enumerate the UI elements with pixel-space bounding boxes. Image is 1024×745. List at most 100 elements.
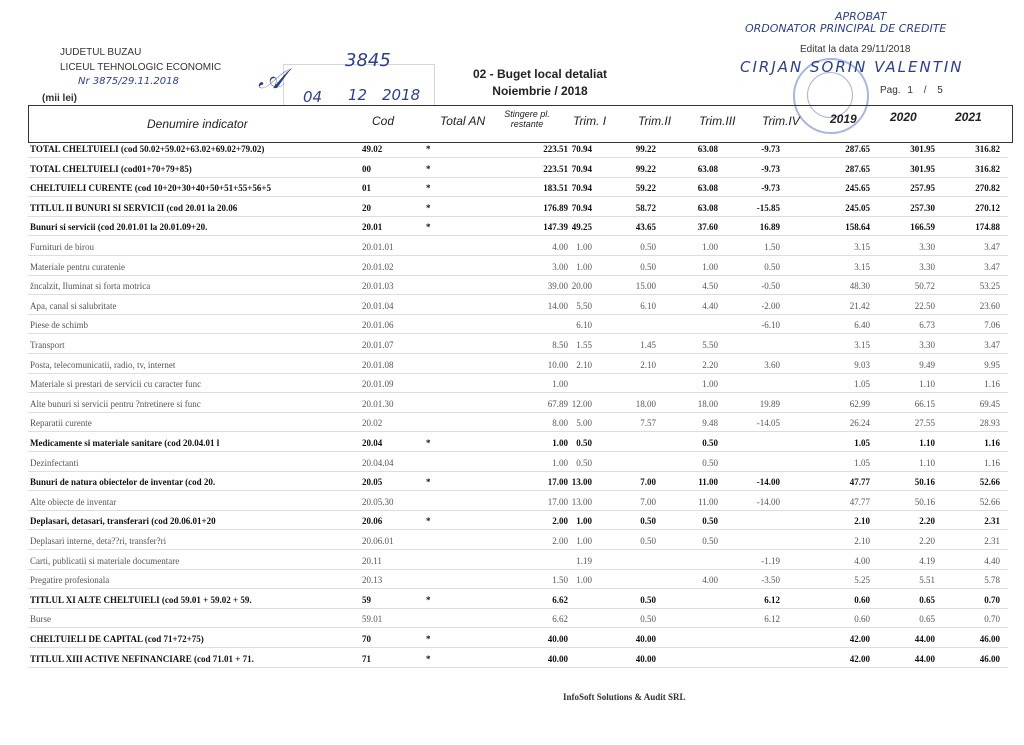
cell-y2019: 4.00 [854, 555, 870, 566]
cell-y2021: 270.82 [975, 183, 1000, 194]
row-divider [28, 313, 1008, 315]
cell-trim2: 99.22 [635, 144, 656, 154]
table-row: Reparatii curente 20.02 8.00 5.00 7.57 9.48 -1… [28, 414, 1008, 434]
cell-total-an: 1.00 [552, 438, 568, 448]
cell-y2020: 257.95 [910, 183, 935, 194]
cell-total-an: 17.00 [547, 496, 568, 507]
table-row: Furnituri de birou 20.01.01 4.00 1.00 0.50 1.… [28, 238, 1008, 258]
cell-cod: 71 [362, 653, 371, 664]
cell-trim3: 9.48 [702, 418, 718, 429]
cell-trim1: 1.55 [576, 340, 592, 350]
cell-trim2: 0.50 [640, 614, 656, 625]
table-row: Piese de schimb 20.01.06 6.10 -6.10 6.40 6.73… [28, 316, 1008, 336]
cell-cod: 20.04.04 [362, 457, 394, 468]
cell-indicator-name: Bunuri de natura obiectelor de inventar … [30, 477, 216, 488]
cell-marker: * [426, 477, 431, 488]
cell-trim4: -9.73 [761, 163, 780, 174]
cell-trim4: -2.00 [761, 300, 780, 311]
cell-trim2: 7.00 [640, 477, 656, 488]
cell-total-an: 14.00 [547, 300, 568, 311]
cell-y2020: 50.16 [914, 496, 935, 507]
period-label: Noiembrie / 2018 [492, 84, 588, 98]
col-header-2019: 2019 [830, 112, 857, 126]
cell-y2021: 9.95 [984, 359, 1000, 370]
cell-trim2: 0.50 [640, 516, 656, 527]
cell-trim4: 16.89 [759, 222, 780, 233]
cell-cod: 59 [362, 594, 371, 605]
cell-y2020: 301.95 [910, 163, 935, 174]
cell-y2020: 66.15 [914, 398, 935, 409]
cell-total-an: 1.00 [552, 457, 568, 468]
cell-trim3: 1.00 [702, 379, 718, 390]
cell-indicator-name: Furnituri de birou [30, 242, 94, 252]
cell-trim3: 2.20 [702, 359, 718, 370]
cell-y2019: 3.15 [854, 261, 870, 272]
cell-trim4: -14.05 [756, 418, 780, 429]
cell-trim1: 0.50 [576, 457, 592, 468]
cell-indicator-name: Alte obiecte de inventar [30, 496, 117, 507]
cell-total-an: 3.00 [552, 261, 568, 272]
cell-indicator-name: Piese de schimb [30, 320, 88, 331]
handwritten-year: 2018 [382, 86, 421, 104]
cell-trim3: 0.50 [702, 438, 718, 448]
cell-y2020: 2.20 [919, 536, 935, 546]
cell-y2019: 287.65 [845, 163, 870, 174]
cell-total-an: 17.00 [547, 477, 568, 488]
cell-y2020: 6.73 [919, 320, 935, 331]
col-header-trim3: Trim.III [699, 114, 736, 128]
cell-trim1: 5.50 [576, 300, 592, 311]
cell-trim4: -14.00 [756, 477, 780, 488]
row-divider [28, 568, 1008, 570]
cell-trim4: 1.50 [764, 242, 780, 252]
page-separator: / [923, 85, 927, 96]
cell-trim2: 0.50 [640, 261, 656, 272]
table-row: Deplasari interne, deta??ri, transfer?ri… [28, 532, 1008, 552]
cell-y2021: 53.25 [979, 281, 1000, 292]
cell-trim1: 5.00 [576, 418, 592, 429]
cell-indicator-name: Posta, telecomunicatii, radio, tv, inter… [30, 359, 176, 370]
cell-trim2: 7.00 [640, 496, 656, 507]
col-header-trim4: Trim.IV [762, 114, 800, 128]
cell-y2021: 270.12 [975, 202, 1000, 213]
row-divider [28, 372, 1008, 374]
cell-total-an: 39.00 [547, 281, 568, 292]
cell-indicator-name: TITLUL XI ALTE CHELTUIELI (cod 59.01 + 5… [30, 594, 252, 605]
cell-indicator-name: TOTAL CHELTUIELI (cod 50.02+59.02+63.02+… [30, 144, 265, 154]
cell-trim4: -1.19 [761, 555, 780, 566]
cell-y2019: 245.65 [845, 183, 870, 194]
row-divider [28, 176, 1008, 178]
cell-y2019: 48.30 [849, 281, 870, 292]
cell-trim3: 1.00 [702, 242, 718, 252]
cell-y2021: 1.16 [984, 379, 1000, 390]
cell-trim3: 63.08 [697, 202, 718, 213]
row-divider [28, 294, 1008, 296]
cell-trim2: 59.22 [635, 183, 656, 194]
col-header-trim2: Trim.II [638, 114, 672, 128]
cell-trim1: 1.19 [576, 555, 592, 566]
cell-y2019: 1.05 [854, 438, 870, 448]
table-row: TITLUL XI ALTE CHELTUIELI (cod 59.01 + 5… [28, 591, 1008, 611]
col-header-2020: 2020 [890, 110, 917, 124]
row-divider [28, 529, 1008, 531]
cell-trim2: 2.10 [640, 359, 656, 370]
cell-y2021: 3.47 [984, 261, 1000, 272]
cell-trim4: -6.10 [761, 320, 780, 331]
cell-trim3: 4.50 [702, 281, 718, 292]
cell-total-an: 4.00 [552, 242, 568, 252]
cell-trim3: 63.08 [697, 163, 718, 174]
cell-trim4: 19.89 [759, 398, 780, 409]
cell-y2021: 2.31 [984, 536, 1000, 546]
table-row: Apa, canal si salubritate 20.01.04 14.00 5.… [28, 297, 1008, 317]
cell-total-an: 40.00 [547, 653, 568, 664]
cell-y2020: 3.30 [919, 340, 935, 350]
cell-y2020: 44.00 [914, 653, 935, 664]
table-row: Alte obiecte de inventar 20.05.30 17.00 13.… [28, 493, 1008, 513]
cell-trim4: -9.73 [761, 183, 780, 194]
table-row: Medicamente si materiale sanitare (cod 2… [28, 434, 1008, 454]
cell-marker: * [426, 594, 431, 605]
handwritten-signatory-name: CIRJAN SORIN VALENTIN [740, 58, 964, 76]
cell-y2019: 6.40 [854, 320, 870, 331]
cell-trim2: 15.00 [635, 281, 656, 292]
table-row: TITLUL II BUNURI SI SERVICII (cod 20.01 … [28, 199, 1008, 219]
cell-total-an: 183.51 [543, 183, 568, 194]
